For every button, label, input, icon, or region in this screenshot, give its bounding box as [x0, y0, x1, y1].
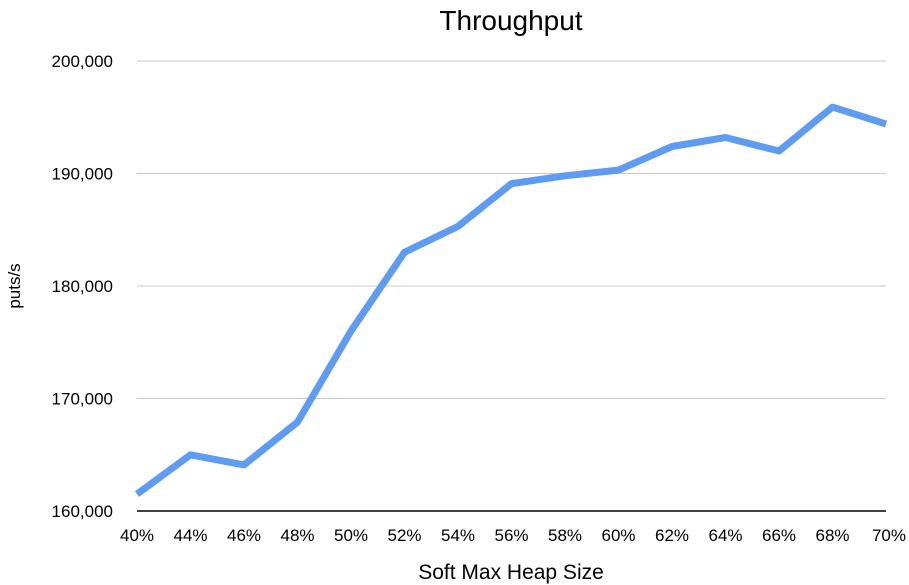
x-tick-label: 64%	[708, 526, 742, 545]
x-tick-label: 54%	[441, 526, 475, 545]
x-tick-label: 60%	[601, 526, 635, 545]
x-tick-label: 58%	[548, 526, 582, 545]
x-tick-label: 56%	[494, 526, 528, 545]
chart-title: Throughput	[439, 5, 582, 36]
y-tick-label: 170,000	[52, 390, 113, 409]
y-tick-label: 160,000	[52, 502, 113, 521]
x-tick-label: 48%	[280, 526, 314, 545]
x-tick-label: 46%	[227, 526, 261, 545]
y-tick-labels: 160,000 170,000 180,000 190,000 200,000	[52, 52, 113, 521]
series-group	[134, 103, 888, 497]
x-tick-label: 40%	[120, 526, 154, 545]
x-tick-label: 44%	[173, 526, 207, 545]
y-tick-label: 190,000	[52, 165, 113, 184]
x-tick-label: 52%	[387, 526, 421, 545]
y-axis-title: puts/s	[5, 263, 24, 308]
x-tick-label: 68%	[815, 526, 849, 545]
x-axis-title: Soft Max Heap Size	[418, 561, 604, 584]
gridlines	[137, 60, 886, 512]
x-tick-label: 70%	[872, 526, 906, 545]
x-tick-label: 50%	[334, 526, 368, 545]
x-tick-labels: 40% 44% 46% 48% 50% 52% 54% 56% 58% 60% 62% 64% 66% 6…	[120, 526, 906, 545]
x-tick-label: 62%	[655, 526, 689, 545]
x-tick-label: 66%	[762, 526, 796, 545]
series-line	[134, 103, 888, 497]
y-tick-label: 180,000	[52, 277, 113, 296]
y-tick-label: 200,000	[52, 52, 113, 71]
